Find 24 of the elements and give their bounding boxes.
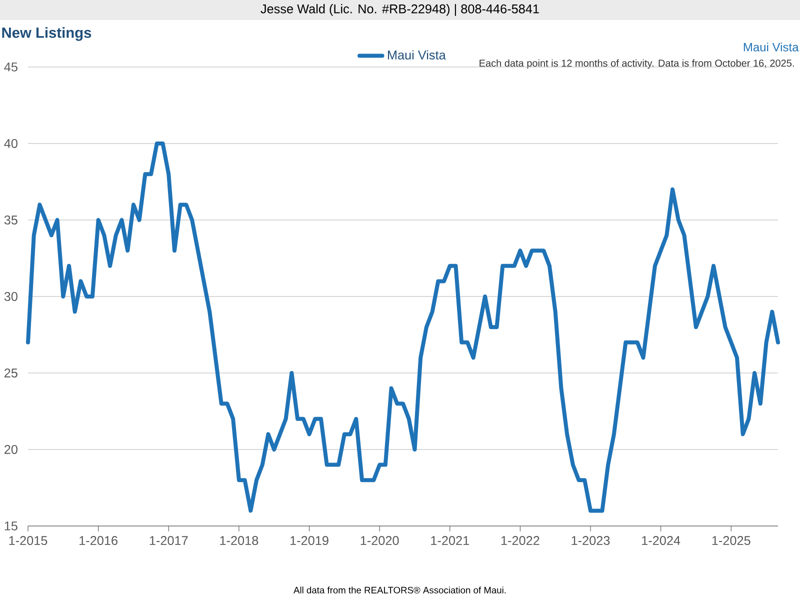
x-tick-label: 1-2016 xyxy=(80,536,118,546)
y-tick-label: 25 xyxy=(4,368,18,378)
x-tick-label: 1-2017 xyxy=(150,536,188,546)
y-tick-label: 30 xyxy=(4,292,18,301)
x-tick-label: 1-2023 xyxy=(572,536,610,546)
y-tick-label: 35 xyxy=(4,216,18,224)
y-tick-label: 20 xyxy=(4,445,18,454)
text: Jesse Wald (Lic. No. #RB-22948) | 808-446-5841 xyxy=(260,4,539,16)
chart-title: New Listings xyxy=(2,27,92,41)
y-tick-label: 40 xyxy=(4,139,18,148)
x-tick-label: 1-2024 xyxy=(642,536,680,546)
annotation: Each data point is 12 months of activity. Data is from October 16, 2025. xyxy=(480,59,794,69)
x-tick-label: 1-2022 xyxy=(501,536,540,546)
x-tick-label: 1-2018 xyxy=(220,536,258,546)
y-tick-label: 45 xyxy=(4,62,18,72)
text: All data from the REALTORS® Association of Maui. xyxy=(294,586,506,594)
y-tick-label: 15 xyxy=(4,522,18,530)
x-tick-label: 1-2025 xyxy=(712,536,750,546)
x-tick-label: 1-2019 xyxy=(290,536,328,546)
x-tick-label: 1-2020 xyxy=(360,536,399,546)
x-tick-label: 1-2021 xyxy=(431,536,469,546)
text: Maui Vista xyxy=(744,42,799,52)
legend-label: Maui Vista xyxy=(388,50,446,60)
x-tick-label: 1-2015 xyxy=(9,536,48,546)
